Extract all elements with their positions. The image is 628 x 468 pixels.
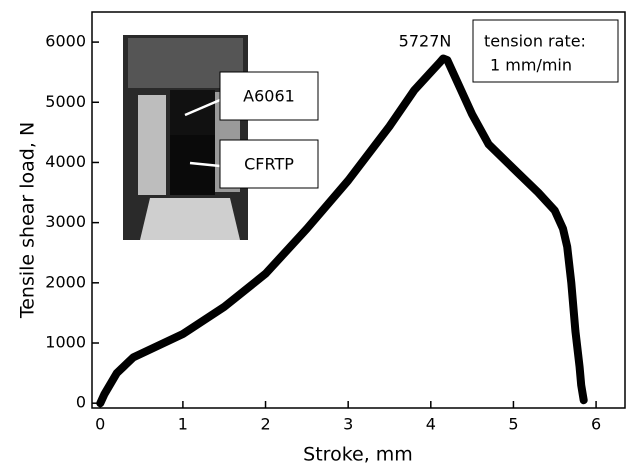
inset-label-box — [219, 71, 319, 121]
y-tick-label: 0 — [76, 393, 86, 412]
x-tick-label: 1 — [178, 415, 188, 434]
x-tick-label: 3 — [343, 415, 353, 434]
x-tick-label: 4 — [426, 415, 436, 434]
data-line — [96, 54, 588, 408]
y-tick-label: 3000 — [45, 212, 86, 231]
x-tick-label: 2 — [260, 415, 270, 434]
inset-label: A6061 — [243, 87, 295, 106]
plot-frame — [91, 11, 626, 409]
y-tick-label: 6000 — [45, 32, 86, 51]
inset-label: CFRTP — [244, 155, 294, 174]
inset-photo — [123, 35, 248, 240]
y-tick-label: 2000 — [45, 272, 86, 291]
note-text: tension rate: — [484, 32, 586, 51]
y-tick-label: 5000 — [45, 92, 86, 111]
note-text: 1 mm/min — [490, 56, 572, 75]
peak-label: 5727N — [399, 32, 452, 51]
y-tick-label: 4000 — [45, 152, 86, 171]
x-tick-label: 6 — [591, 415, 601, 434]
x-tick-label: 5 — [508, 415, 518, 434]
note-box — [472, 19, 619, 83]
y-axis-title: Tensile shear load, N — [17, 122, 39, 319]
x-axis-title: Stroke, mm — [303, 444, 413, 466]
y-tick-label: 1000 — [45, 333, 86, 352]
x-tick-label: 0 — [95, 415, 105, 434]
inset-label-box — [219, 139, 319, 189]
